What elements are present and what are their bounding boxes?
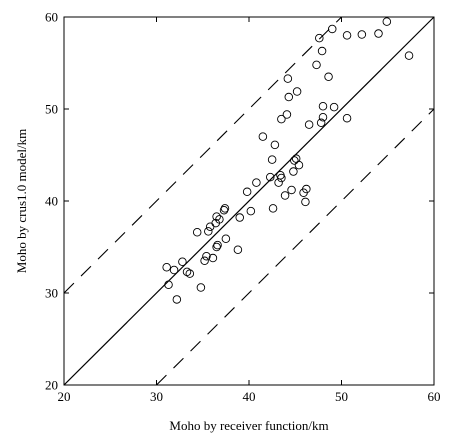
data-point: [221, 234, 231, 243]
data-point: [282, 110, 292, 119]
data-point: [329, 102, 339, 112]
data-point: [318, 101, 328, 111]
data-point: [235, 213, 244, 222]
data-point: [404, 51, 414, 60]
data-point: [182, 267, 192, 277]
reference-line-one-to-one: [63, 16, 435, 386]
data-point: [169, 265, 179, 275]
y-axis-label: Moho by crus1.0 model/km: [14, 129, 29, 273]
x-tick-label: 50: [335, 389, 348, 404]
data-point: [219, 205, 229, 215]
data-point: [312, 60, 321, 70]
data-point: [357, 30, 367, 39]
data-point: [212, 212, 221, 221]
data-point: [196, 283, 206, 292]
x-tick-label: 40: [243, 389, 256, 404]
axis-ticks: 20 30 40 50 60 20 30 40 50 60: [45, 10, 441, 405]
y-tick-label: 30: [45, 286, 58, 301]
data-point: [318, 113, 328, 122]
data-point: [302, 184, 311, 194]
data-point: [280, 191, 290, 200]
data-point: [172, 295, 182, 304]
data-point: [266, 172, 275, 182]
data-point: [205, 222, 215, 232]
y-tick-label: 40: [45, 194, 58, 209]
data-point: [204, 227, 213, 236]
data-point: [277, 173, 286, 183]
data-point: [162, 262, 171, 272]
x-tick-label: 60: [428, 389, 441, 404]
data-point: [233, 245, 243, 255]
data-point: [284, 92, 294, 102]
y-tick-label: 20: [45, 378, 58, 393]
data-point: [208, 253, 218, 263]
data-point: [287, 185, 296, 195]
data-points: [162, 17, 414, 304]
data-point: [258, 132, 268, 141]
data-point: [242, 187, 252, 197]
data-point: [342, 113, 352, 123]
data-point: [185, 269, 195, 278]
x-tick-label: 20: [58, 389, 71, 404]
data-point: [268, 204, 278, 213]
data-point: [164, 280, 173, 289]
y-tick-label: 50: [45, 102, 58, 117]
data-point: [213, 240, 222, 250]
data-point: [294, 160, 304, 170]
reference-line-minus-10: [156, 108, 435, 386]
reference-lines: [63, 16, 435, 386]
data-point: [328, 24, 337, 34]
data-point: [200, 256, 209, 266]
data-point: [304, 120, 314, 129]
data-point: [220, 204, 230, 213]
data-point: [315, 33, 324, 43]
data-point: [192, 228, 202, 237]
data-point: [270, 140, 280, 150]
data-point: [290, 156, 299, 165]
x-axis-label: Moho by receiver function/km: [169, 418, 328, 433]
data-point: [215, 215, 224, 224]
data-point: [283, 74, 293, 83]
data-point: [382, 17, 392, 26]
data-point: [202, 251, 211, 261]
reference-line-plus-10: [63, 16, 342, 294]
data-point: [316, 118, 326, 128]
data-point: [212, 242, 221, 252]
data-point: [374, 29, 383, 38]
data-point: [277, 114, 286, 124]
data-point: [267, 155, 277, 164]
data-point: [324, 72, 333, 82]
data-point: [289, 167, 298, 176]
data-point: [178, 257, 187, 266]
data-point: [342, 31, 352, 40]
data-point: [292, 87, 302, 96]
data-point: [301, 197, 310, 207]
data-point: [246, 206, 256, 216]
y-tick-label: 60: [45, 10, 58, 25]
x-tick-label: 30: [150, 389, 163, 404]
data-point: [317, 46, 327, 56]
data-point: [252, 178, 261, 187]
